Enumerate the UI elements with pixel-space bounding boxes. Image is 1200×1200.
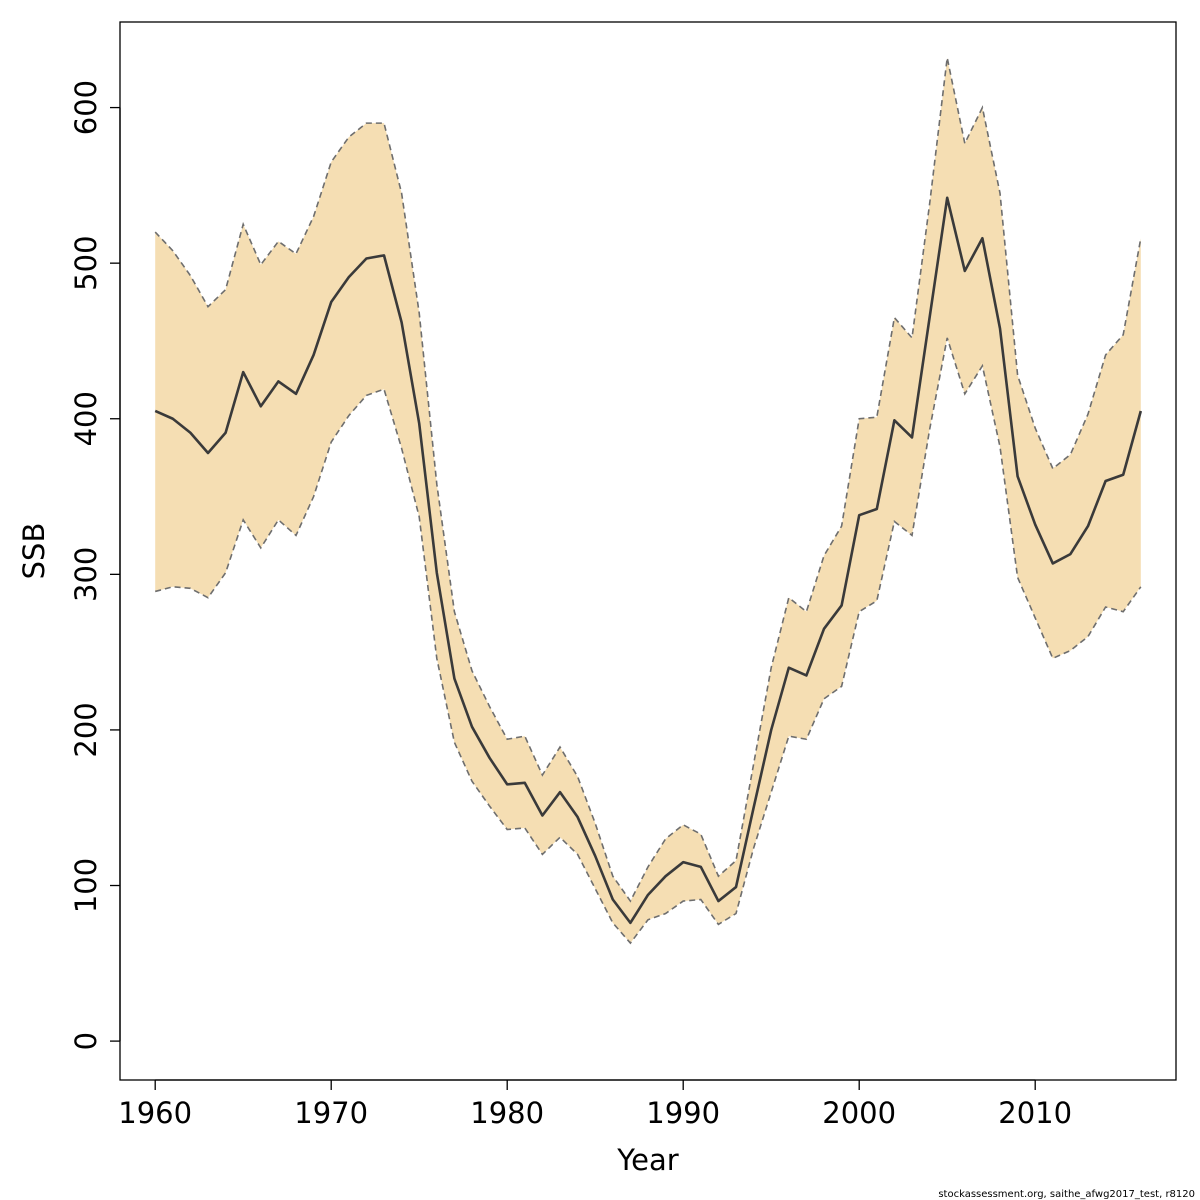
x-tick-label: 2010 <box>998 1096 1072 1130</box>
y-tick-label: 200 <box>69 702 103 757</box>
y-tick-label: 400 <box>69 391 103 446</box>
x-tick-label: 1960 <box>118 1096 192 1130</box>
y-tick-label: 300 <box>69 547 103 602</box>
y-tick-label: 0 <box>69 1032 103 1050</box>
y-tick-label: 100 <box>69 858 103 913</box>
y-tick-label: 600 <box>69 80 103 135</box>
series-line-layer <box>154 57 1143 945</box>
y-tick-label: 500 <box>69 235 103 290</box>
x-axis: 1960 1970 1980 1990 2000 2010 <box>118 1079 1072 1130</box>
y-axis-title: SSB <box>17 523 51 580</box>
confidence-band <box>155 57 1141 944</box>
lower-bound-line <box>154 337 1142 945</box>
x-tick-label: 2000 <box>822 1096 896 1130</box>
upper-bound-line <box>154 57 1142 903</box>
x-tick-label: 1970 <box>294 1096 368 1130</box>
x-tick-label: 1980 <box>470 1096 544 1130</box>
x-axis-title: Year <box>616 1143 678 1177</box>
ssb-line <box>154 196 1143 925</box>
confidence-band-layer <box>155 57 1141 944</box>
x-tick-label: 1990 <box>646 1096 720 1130</box>
y-axis: 0 100 200 300 400 500 600 <box>69 80 121 1050</box>
footer-note: stockassessment.org, saithe_afwg2017_tes… <box>938 1189 1195 1200</box>
